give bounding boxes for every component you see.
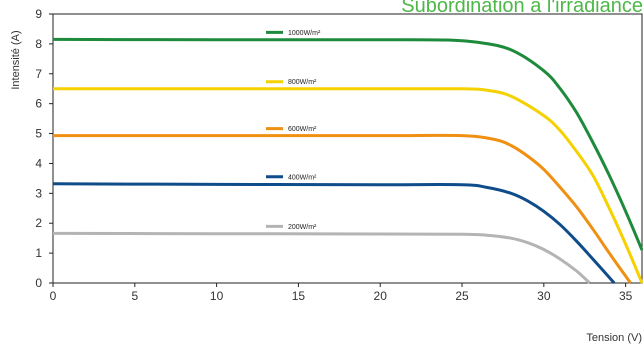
series-line	[52, 231, 591, 285]
y-tick-label: 6	[35, 97, 42, 111]
legend-label: 1000W/m²	[288, 30, 321, 37]
x-tick-label: 5	[131, 289, 138, 303]
y-tick-label: 9	[35, 7, 42, 21]
legend-label: 400W/m²	[288, 174, 317, 181]
y-axis-ticks: 0 1 2 3 4 5 6 7 8 9	[35, 7, 53, 290]
series-line	[52, 182, 616, 285]
y-axis-title: Intensité (A)	[10, 30, 22, 89]
x-tick-label: 0	[50, 289, 57, 303]
y-tick-label: 8	[35, 37, 42, 51]
x-axis-ticks: 0 5 10 15 20 25 30 35	[50, 283, 633, 303]
y-tick-label: 5	[35, 127, 42, 141]
x-tick-label: 10	[210, 289, 224, 303]
series-line	[52, 37, 643, 251]
legend: 1000W/m² 800W/m² 600W/m² 400W/m² 200W/m²	[266, 30, 321, 231]
legend-label: 600W/m²	[288, 126, 317, 133]
y-tick-label: 1	[35, 246, 42, 260]
x-tick-label: 35	[619, 289, 633, 303]
chart-title: Subordination à l'irradiance	[401, 0, 643, 17]
plot-frame	[52, 13, 643, 284]
y-tick-label: 7	[35, 67, 42, 81]
y-tick-label: 3	[35, 186, 42, 200]
y-tick-label: 4	[35, 156, 42, 170]
x-axis-title: Tension (V)	[586, 332, 642, 344]
legend-label: 800W/m²	[288, 79, 317, 86]
series-line	[53, 133, 632, 284]
x-tick-label: 15	[292, 289, 306, 303]
legend-label: 200W/m²	[288, 224, 317, 231]
y-tick-label: 0	[35, 276, 42, 290]
x-tick-label: 20	[374, 289, 388, 303]
x-tick-label: 30	[537, 289, 551, 303]
x-tick-label: 25	[455, 289, 469, 303]
series-line	[52, 87, 643, 284]
series-lines	[52, 37, 643, 285]
y-tick-label: 2	[35, 216, 42, 230]
